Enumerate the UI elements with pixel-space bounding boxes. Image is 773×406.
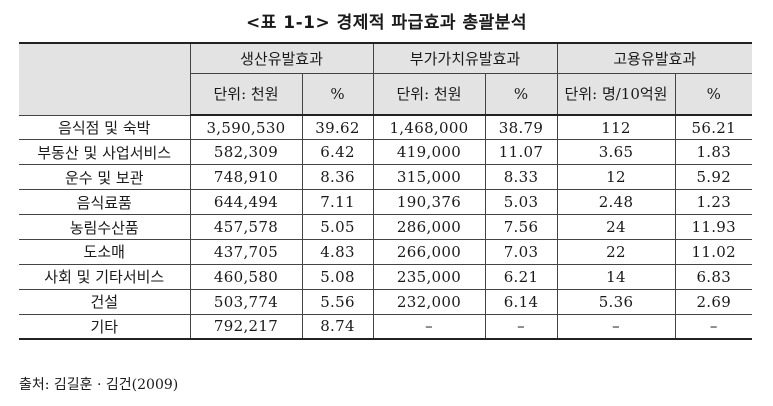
table-body: 음식점 및 숙박 3,590,530 39.62 1,468,000 38.79 112 5… [19, 114, 752, 340]
cell-value-added-percent: 6.14 [484, 288, 558, 315]
table-row: 사회 및 기타서비스 460,580 5.08 235,000 6.21 14 6.83 [19, 263, 752, 290]
cell-employment-value: 22 [556, 238, 676, 265]
cell-production-percent: 8.74 [301, 313, 374, 340]
cell-employment-percent: 11.93 [674, 214, 752, 240]
cell-production-value: 644,494 [189, 189, 303, 216]
table-row: 건설 503,774 5.56 232,000 6.14 5.36 2.69 [19, 288, 752, 315]
cell-production-value: 792,217 [189, 313, 303, 340]
cell-value-added-percent: 7.03 [484, 238, 558, 265]
table-row: 운수 및 보관 748,910 8.36 315,000 8.33 12 5.92 [19, 164, 752, 191]
row-label: 부동산 및 사업서비스 [19, 139, 191, 166]
header-percent-production: % [301, 72, 374, 116]
row-label: 농림수산품 [19, 214, 191, 240]
header-unit-production: 단위: 천원 [190, 72, 303, 116]
cell-employment-value: 112 [556, 114, 676, 141]
cell-production-percent: 5.56 [301, 288, 374, 315]
cell-employment-value: 24 [556, 214, 676, 240]
cell-employment-value: 3.65 [556, 139, 676, 166]
cell-production-value: 582,309 [189, 139, 303, 166]
header-row-groups: 생산유발효과 부가가치유발효과 고용유발효과 [19, 42, 752, 116]
cell-value-added-percent: 6.21 [484, 263, 558, 290]
cell-value-added-percent: 11.07 [484, 139, 558, 166]
cell-production-percent: 39.62 [301, 114, 374, 141]
cell-employment-percent: 1.83 [674, 139, 752, 166]
table-row: 음식료품 644,494 7.11 190,376 5.03 2.48 1.23 [19, 189, 752, 216]
table-title: <표 1-1> 경제적 파급효과 총괄분석 [245, 13, 528, 33]
cell-production-percent: 5.05 [301, 214, 374, 240]
cell-value-added-percent: 5.03 [484, 189, 558, 216]
row-label: 건설 [19, 288, 191, 315]
cell-value-added-value: – [372, 313, 486, 340]
cell-employment-percent: – [674, 313, 752, 340]
cell-value-added-percent: 7.56 [484, 214, 558, 240]
cell-production-percent: 4.83 [301, 238, 374, 265]
cell-value-added-value: 266,000 [372, 238, 486, 265]
cell-production-value: 748,910 [189, 164, 303, 191]
table-row: 농림수산품 457,578 5.05 286,000 7.56 24 11.93 [19, 214, 752, 240]
cell-employment-percent: 5.92 [674, 164, 752, 191]
cell-value-added-value: 286,000 [372, 214, 486, 240]
cell-employment-value: 12 [556, 164, 676, 191]
cell-production-percent: 7.11 [301, 189, 374, 216]
table-row: 부동산 및 사업서비스 582,309 6.42 419,000 11.07 3.65 1.… [19, 139, 752, 166]
table-row: 도소매 437,705 4.83 266,000 7.03 22 11.02 [19, 238, 752, 265]
impact-summary-table: 생산유발효과 부가가치유발효과 고용유발효과 단위: 천원 % 단위: 천원 %… [19, 42, 752, 341]
cell-employment-percent: 6.83 [674, 263, 752, 290]
cell-value-added-percent: 38.79 [484, 114, 558, 141]
cell-value-added-value: 232,000 [372, 288, 486, 315]
cell-production-value: 457,578 [189, 214, 303, 240]
header-group-production: 생산유발효과 [189, 42, 374, 74]
header-corner-cell [19, 42, 191, 116]
cell-value-added-value: 190,376 [372, 189, 486, 216]
cell-employment-percent: 11.02 [674, 238, 752, 265]
cell-production-percent: 6.42 [301, 139, 374, 166]
cell-employment-value: – [556, 313, 676, 340]
row-label: 운수 및 보관 [19, 164, 191, 191]
cell-value-added-percent: – [484, 313, 558, 340]
source-note: 출처: 김길훈 · 김건(2009) [19, 377, 179, 393]
cell-employment-value: 2.48 [556, 189, 676, 216]
cell-production-value: 503,774 [189, 288, 303, 315]
row-label: 도소매 [19, 238, 191, 265]
cell-production-value: 3,590,530 [189, 114, 303, 141]
row-label: 기타 [19, 313, 191, 340]
row-label: 음식점 및 숙박 [19, 114, 191, 141]
cell-employment-value: 5.36 [556, 288, 676, 315]
row-label: 사회 및 기타서비스 [19, 263, 191, 290]
cell-production-percent: 5.08 [301, 263, 374, 290]
cell-production-value: 437,705 [189, 238, 303, 265]
cell-employment-percent: 56.21 [674, 114, 752, 141]
cell-production-percent: 8.36 [301, 164, 374, 191]
cell-value-added-value: 419,000 [372, 139, 486, 166]
row-label: 음식료품 [19, 189, 191, 216]
table-row: 기타 792,217 8.74– – – – [19, 313, 752, 340]
header-unit-value-added: 단위: 천원 [372, 72, 486, 116]
cell-value-added-percent: 8.33 [484, 164, 558, 191]
table-row: 음식점 및 숙박 3,590,530 39.62 1,468,000 38.79 112 5… [19, 114, 752, 141]
header-row-units: 단위: 천원 % 단위: 천원 % 단위: 명/10억원 % [19, 72, 752, 116]
header-percent-value-added: % [484, 72, 558, 116]
cell-value-added-value: 315,000 [372, 164, 486, 191]
cell-employment-percent: 2.69 [674, 288, 752, 315]
cell-employment-value: 14 [556, 263, 676, 290]
cell-value-added-value: 235,000 [372, 263, 486, 290]
header-group-value-added: 부가가치유발효과 [372, 42, 558, 74]
header-group-employment: 고용유발효과 [556, 42, 752, 74]
cell-value-added-value: 1,468,000 [372, 114, 486, 141]
header-unit-employment: 단위: 명/10억원 [556, 72, 676, 116]
header-percent-employment: % [674, 72, 752, 116]
cell-employment-percent: 1.23 [674, 189, 752, 216]
cell-production-value: 460,580 [189, 263, 303, 290]
